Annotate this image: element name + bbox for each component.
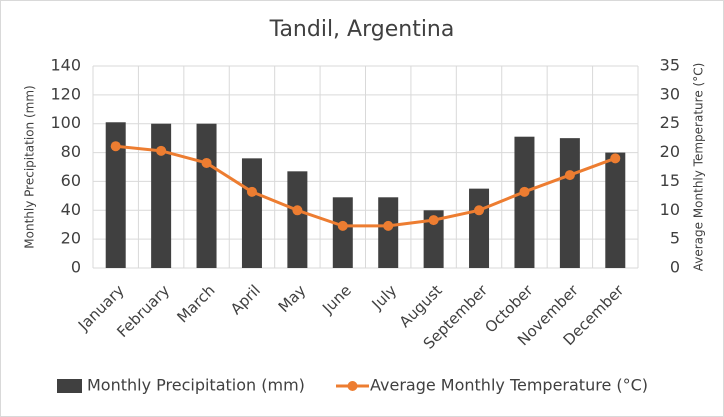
line bbox=[115, 144, 616, 228]
bar bbox=[469, 188, 490, 268]
line-marker bbox=[337, 220, 348, 231]
bar bbox=[151, 123, 172, 268]
line-marker bbox=[156, 145, 167, 156]
line-marker bbox=[564, 170, 575, 181]
y-tick-label: 60 bbox=[61, 171, 81, 190]
line-marker bbox=[428, 215, 439, 226]
y2-tick-label: 15 bbox=[660, 171, 680, 190]
line-marker bbox=[610, 153, 621, 164]
bar bbox=[241, 158, 262, 268]
chart-title: Tandil, Argentina bbox=[269, 17, 455, 42]
bar bbox=[514, 136, 535, 268]
y-tick-label: 0 bbox=[71, 258, 81, 277]
bar bbox=[332, 197, 353, 268]
y2-axis-title: Average Monthly Temperature (°C) bbox=[692, 63, 706, 272]
y2-tick-label: 35 bbox=[660, 56, 680, 75]
y-tick-label: 40 bbox=[61, 200, 81, 219]
y-tick-label: 120 bbox=[50, 84, 81, 103]
legend-label: Monthly Precipitation (mm) bbox=[87, 376, 305, 395]
bar bbox=[605, 152, 626, 268]
y-tick-label: 140 bbox=[50, 56, 81, 75]
y-tick-label: 100 bbox=[50, 113, 81, 132]
bar bbox=[196, 123, 217, 268]
y2-tick-label: 0 bbox=[670, 258, 680, 277]
legend-label: Average Monthly Temperature (°C) bbox=[370, 376, 648, 395]
bar bbox=[423, 210, 444, 268]
legend-swatch bbox=[57, 379, 82, 393]
legend-swatch-marker bbox=[347, 381, 358, 391]
y-tick-label: 80 bbox=[61, 142, 81, 161]
y-axis-title: Monthly Precipitation (mm) bbox=[23, 85, 37, 248]
line-marker bbox=[246, 186, 257, 197]
line-marker bbox=[383, 220, 394, 231]
y2-tick-label: 5 bbox=[670, 229, 680, 248]
y-tick-label: 20 bbox=[61, 229, 81, 248]
bar bbox=[559, 138, 580, 268]
line-marker bbox=[519, 186, 530, 197]
line-marker bbox=[474, 205, 485, 216]
line-marker bbox=[110, 141, 121, 152]
bar bbox=[105, 122, 126, 269]
line-marker bbox=[292, 205, 303, 216]
y2-tick-label: 30 bbox=[660, 84, 680, 103]
bar bbox=[287, 171, 308, 268]
bar bbox=[378, 197, 399, 268]
line-marker bbox=[201, 157, 212, 168]
y2-tick-label: 10 bbox=[660, 200, 680, 219]
y2-tick-label: 20 bbox=[660, 142, 680, 161]
y2-tick-label: 25 bbox=[660, 113, 680, 132]
